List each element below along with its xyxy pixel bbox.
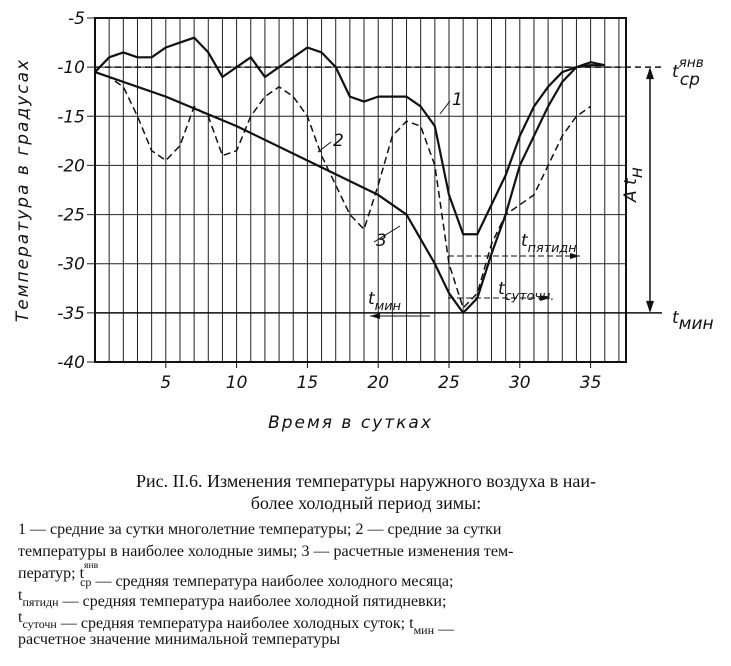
plot-frame [94,17,627,363]
caption-legend-line: tпятидн — средняя температура наиболее х… [18,587,446,610]
symbol-sub: н [627,167,647,178]
caption-legend-line: 1 — средние за сутки многолетние темпера… [18,521,502,538]
symbol-base: t [498,279,506,299]
arrow-head [646,300,654,313]
y-tick-label: -20 [57,156,85,176]
legend-text: 1 — средние за сутки многолетние темпера… [18,521,502,538]
reference-label: tянв ср [672,55,704,90]
symbol-sub: суточн. [505,289,555,304]
symbol-base: t [18,587,23,604]
legend-text: — средняя температура наиболее холодных … [57,615,409,632]
curve-label-leader [373,225,401,243]
curve-label-leader [439,100,451,115]
symbol-base: A t [621,177,641,203]
annotation: tмин [368,289,401,314]
symbol-sub: пятидн [528,241,577,256]
arrow-head [646,67,654,80]
annotation: tпятидн [521,231,577,256]
x-tick-label: 35 [580,373,602,393]
curve-label: 1 [452,90,463,110]
y-tick-label: -10 [57,58,85,78]
y-tick-label: -35 [57,304,85,324]
y-tick-label: -15 [57,107,85,127]
legend-text: расчетное значение минимальной температу… [18,631,340,648]
symbol-base: t [80,565,85,582]
y-tick-label: -5 [68,9,85,29]
annotation: tсуточн. [498,279,554,304]
caption-legend-line: tсуточн — средняя температура наиболее х… [18,609,455,638]
symbol-base: t [368,289,376,309]
curve-label-leader [317,141,332,153]
symbol-sub: ср [80,575,91,589]
amplitude-label: A tн [621,167,647,203]
symbol-base: t [521,231,529,251]
legend-text: температуры в наиболее холодные зимы; 3 … [18,543,513,560]
legend-text: — [434,621,455,638]
x-tick-label: 10 [226,373,248,393]
y-tick-label: -25 [57,206,85,226]
x-tick-label: 15 [297,373,319,393]
symbol-sub: ср [680,70,700,90]
symbol-sub: мин [414,623,435,637]
y-axis-label: Температура в градусах [13,58,33,322]
curve [94,71,592,309]
symbol-base: t [672,308,680,328]
symbol-base: t [18,609,23,626]
arrow-head [370,313,380,319]
symbol-base: t [409,615,414,632]
y-tick-label: -40 [57,353,85,373]
arrow-head [570,253,580,259]
caption-legend-line: температуры в наиболее холодные зимы; 3 … [18,543,513,560]
y-tick-label: -30 [57,255,85,275]
x-tick-label: 30 [509,373,531,393]
legend-text: — средняя температура наиболее холодного… [91,573,453,590]
x-tick-label: 25 [438,373,460,393]
symbol-sup: янв [679,55,704,71]
reference-label: tмин [672,308,714,334]
symbol-base: t [672,62,680,82]
curve-label: 3 [376,231,387,251]
arrow-head [540,295,550,301]
x-axis-label: Время в сутках [268,413,433,433]
x-tick-label: 20 [367,373,389,393]
symbol-sub: пятидн [22,595,59,609]
symbol-sub: суточн [22,617,57,631]
legend-text: — средняя температура наиболее холодной … [59,593,447,610]
symbol-sub: мин [679,314,714,334]
curve-label: 2 [333,131,344,151]
symbol-sub: мин [375,299,401,314]
symbol-sup: янв [84,560,99,571]
x-tick-label: 5 [160,373,171,393]
caption-title: Рис. II.6. Изменения температуры наружно… [136,471,596,491]
curve [94,36,605,236]
caption-legend-line: ператур; tянв ср — средняя температура на… [18,560,453,590]
caption-legend-line: расчетное значение минимальной температу… [18,631,340,648]
legend-text: ператур; [18,565,80,582]
caption-title: более холодный период зимы: [251,493,482,513]
